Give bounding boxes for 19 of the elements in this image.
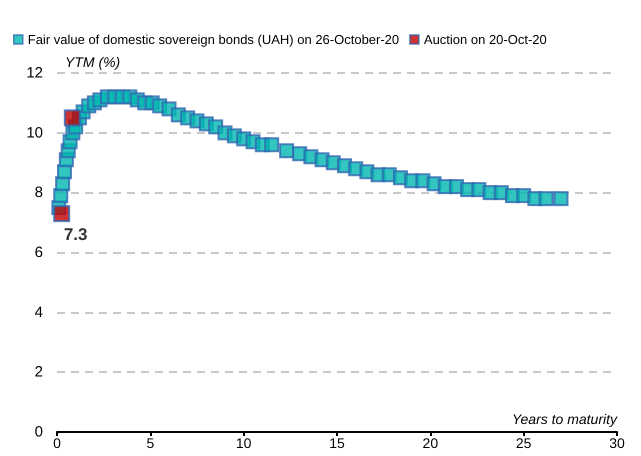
y-tick-label: 10 [26,124,43,142]
y-tick-label: 8 [34,184,43,202]
data-label: 7.3 [64,225,88,244]
x-tick-label: 20 [422,435,438,451]
legend-label: Fair value of domestic sovereign bonds (UAH) on 26-October-20 [28,32,400,47]
legend-label: Auction on 20-Oct-20 [424,32,547,47]
x-tick-label: 25 [516,435,532,451]
x-tick-label: 0 [53,435,62,451]
x-tick-label: 15 [329,435,345,451]
x-tick-label: 30 [609,435,625,451]
y-tick-label: 12 [26,64,43,82]
y-tick-label: 4 [34,304,43,321]
x-axis-title: Years to maturity [512,411,618,427]
y-tick-label: 2 [34,364,43,381]
x-tick-label: 5 [146,435,154,451]
y-tick-label: 6 [34,244,43,261]
x-tick-label: 10 [236,435,252,451]
y-axis-title: YTM (%) [65,54,120,70]
y-tick-label: 0 [34,424,43,440]
